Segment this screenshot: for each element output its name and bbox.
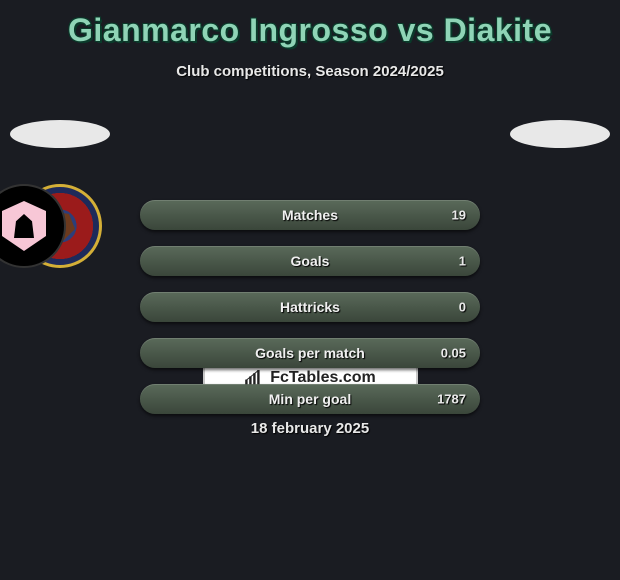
- subtitle: Club competitions, Season 2024/2025: [0, 63, 620, 80]
- stat-label: Matches: [282, 207, 338, 223]
- page-title: Gianmarco Ingrosso vs Diakite: [0, 0, 620, 49]
- stat-row-matches: Matches 19: [140, 200, 480, 230]
- stat-label: Goals: [291, 253, 330, 269]
- right-player-slot: [510, 120, 610, 148]
- stat-right-value: 19: [452, 208, 466, 223]
- stat-label: Hattricks: [280, 299, 340, 315]
- stat-label: Min per goal: [269, 391, 351, 407]
- stat-row-hattricks: Hattricks 0: [140, 292, 480, 322]
- stat-right-value: 1787: [437, 392, 466, 407]
- stat-row-min-per-goal: Min per goal 1787: [140, 384, 480, 414]
- stat-row-goals-per-match: Goals per match 0.05: [140, 338, 480, 368]
- date-label: 18 february 2025: [0, 420, 620, 437]
- stat-right-value: 1: [459, 254, 466, 269]
- left-player-slot: [10, 120, 110, 148]
- bar-chart-icon: [244, 370, 264, 386]
- stat-right-value: 0: [459, 300, 466, 315]
- stat-right-value: 0.05: [441, 346, 466, 361]
- stat-row-goals: Goals 1: [140, 246, 480, 276]
- stat-rows: Matches 19 Goals 1 Hattricks 0 Goals per…: [140, 200, 480, 414]
- stat-label: Goals per match: [255, 345, 365, 361]
- comparison-panel: Matches 19 Goals 1 Hattricks 0 Goals per…: [0, 116, 620, 346]
